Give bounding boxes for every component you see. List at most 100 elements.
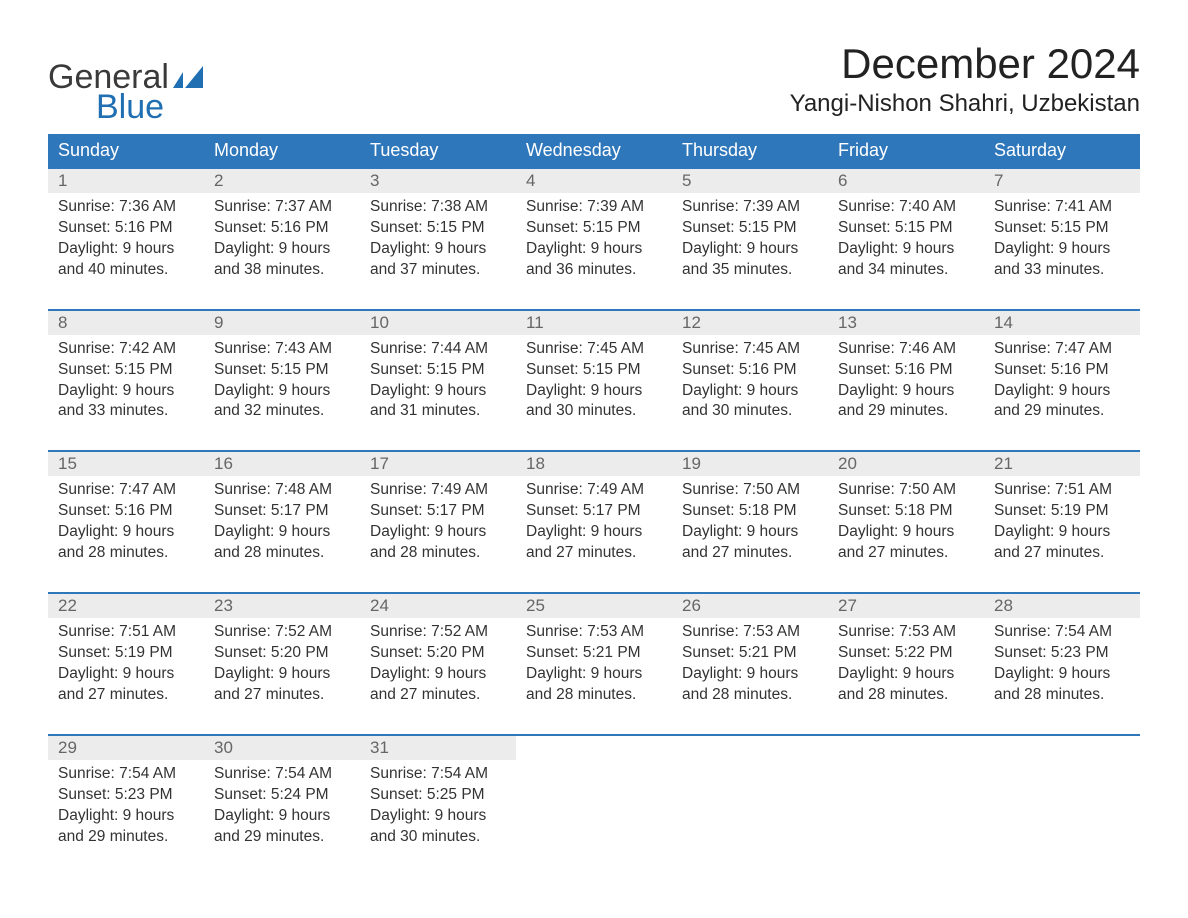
day-number: 26 (672, 593, 828, 618)
daylight-text: Daylight: 9 hours (214, 522, 350, 543)
week-2-daynums: 891011121314 (48, 310, 1140, 335)
sunrise-text: Sunrise: 7:39 AM (682, 197, 818, 218)
calendar-table: Sunday Monday Tuesday Wednesday Thursday… (48, 134, 1140, 857)
day-number: 14 (984, 310, 1140, 335)
day-number: 5 (672, 168, 828, 193)
day-number: 8 (48, 310, 204, 335)
week-4-details: Sunrise: 7:51 AMSunset: 5:19 PMDaylight:… (48, 618, 1140, 735)
daylight-text: Daylight: 9 hours (838, 239, 974, 260)
daylight-text: Daylight: 9 hours (370, 381, 506, 402)
daylight-text: Daylight: 9 hours (526, 522, 662, 543)
day-number: 23 (204, 593, 360, 618)
day-detail: Sunrise: 7:54 AMSunset: 5:25 PMDaylight:… (360, 760, 516, 858)
sunrise-text: Sunrise: 7:38 AM (370, 197, 506, 218)
day-number: 16 (204, 451, 360, 476)
daylight-text: Daylight: 9 hours (370, 664, 506, 685)
daylight-text: Daylight: 9 hours (682, 522, 818, 543)
day-number: 19 (672, 451, 828, 476)
day-detail: Sunrise: 7:52 AMSunset: 5:20 PMDaylight:… (360, 618, 516, 735)
dayhdr-wed: Wednesday (516, 134, 672, 168)
day-number: 31 (360, 735, 516, 760)
daylight-text: and 28 minutes. (526, 685, 662, 706)
day-detail: Sunrise: 7:50 AMSunset: 5:18 PMDaylight:… (672, 476, 828, 593)
daylight-text: and 37 minutes. (370, 260, 506, 281)
day-detail: Sunrise: 7:40 AMSunset: 5:15 PMDaylight:… (828, 193, 984, 310)
sunrise-text: Sunrise: 7:52 AM (370, 622, 506, 643)
sunset-text: Sunset: 5:23 PM (994, 643, 1130, 664)
daylight-text: Daylight: 9 hours (58, 664, 194, 685)
day-detail: Sunrise: 7:41 AMSunset: 5:15 PMDaylight:… (984, 193, 1140, 310)
sunrise-text: Sunrise: 7:41 AM (994, 197, 1130, 218)
location: Yangi-Nishon Shahri, Uzbekistan (790, 90, 1140, 118)
daylight-text: Daylight: 9 hours (214, 664, 350, 685)
day-detail: Sunrise: 7:37 AMSunset: 5:16 PMDaylight:… (204, 193, 360, 310)
sunset-text: Sunset: 5:15 PM (370, 360, 506, 381)
day-detail: Sunrise: 7:45 AMSunset: 5:15 PMDaylight:… (516, 335, 672, 452)
sunrise-text: Sunrise: 7:47 AM (58, 480, 194, 501)
daylight-text: and 27 minutes. (682, 543, 818, 564)
day-number: 2 (204, 168, 360, 193)
sunset-text: Sunset: 5:15 PM (994, 218, 1130, 239)
day-number: 6 (828, 168, 984, 193)
daylight-text: Daylight: 9 hours (994, 522, 1130, 543)
day-detail: Sunrise: 7:53 AMSunset: 5:21 PMDaylight:… (516, 618, 672, 735)
sunrise-text: Sunrise: 7:53 AM (838, 622, 974, 643)
day-number: 11 (516, 310, 672, 335)
day-detail: Sunrise: 7:48 AMSunset: 5:17 PMDaylight:… (204, 476, 360, 593)
sunrise-text: Sunrise: 7:52 AM (214, 622, 350, 643)
week-4-daynums: 22232425262728 (48, 593, 1140, 618)
day-detail: Sunrise: 7:51 AMSunset: 5:19 PMDaylight:… (48, 618, 204, 735)
daylight-text: and 32 minutes. (214, 401, 350, 422)
daylight-text: and 34 minutes. (838, 260, 974, 281)
sunset-text: Sunset: 5:15 PM (58, 360, 194, 381)
sunset-text: Sunset: 5:15 PM (214, 360, 350, 381)
dayhdr-sun: Sunday (48, 134, 204, 168)
day-number: 12 (672, 310, 828, 335)
sunrise-text: Sunrise: 7:48 AM (214, 480, 350, 501)
day-detail: Sunrise: 7:44 AMSunset: 5:15 PMDaylight:… (360, 335, 516, 452)
dayhdr-tue: Tuesday (360, 134, 516, 168)
daylight-text: and 29 minutes. (58, 827, 194, 848)
title-block: December 2024 Yangi-Nishon Shahri, Uzbek… (790, 40, 1140, 124)
logo-word2: Blue (96, 90, 203, 124)
daylight-text: and 36 minutes. (526, 260, 662, 281)
daylight-text: and 30 minutes. (370, 827, 506, 848)
sunrise-text: Sunrise: 7:45 AM (682, 339, 818, 360)
logo: General Blue (48, 52, 203, 124)
sunrise-text: Sunrise: 7:39 AM (526, 197, 662, 218)
flag-icon (173, 60, 203, 94)
sunset-text: Sunset: 5:19 PM (58, 643, 194, 664)
day-detail (672, 760, 828, 858)
sunset-text: Sunset: 5:16 PM (58, 218, 194, 239)
daylight-text: and 30 minutes. (682, 401, 818, 422)
daylight-text: Daylight: 9 hours (214, 381, 350, 402)
daylight-text: Daylight: 9 hours (526, 664, 662, 685)
daylight-text: Daylight: 9 hours (526, 381, 662, 402)
sunrise-text: Sunrise: 7:50 AM (682, 480, 818, 501)
day-detail: Sunrise: 7:49 AMSunset: 5:17 PMDaylight:… (516, 476, 672, 593)
sunset-text: Sunset: 5:23 PM (58, 785, 194, 806)
day-number: 18 (516, 451, 672, 476)
day-number (672, 735, 828, 760)
daylight-text: Daylight: 9 hours (58, 381, 194, 402)
daylight-text: Daylight: 9 hours (58, 522, 194, 543)
dayhdr-thu: Thursday (672, 134, 828, 168)
day-detail: Sunrise: 7:53 AMSunset: 5:21 PMDaylight:… (672, 618, 828, 735)
daylight-text: and 28 minutes. (214, 543, 350, 564)
dayhdr-fri: Friday (828, 134, 984, 168)
daylight-text: and 33 minutes. (994, 260, 1130, 281)
sunset-text: Sunset: 5:21 PM (526, 643, 662, 664)
daylight-text: Daylight: 9 hours (526, 239, 662, 260)
week-2-details: Sunrise: 7:42 AMSunset: 5:15 PMDaylight:… (48, 335, 1140, 452)
sunset-text: Sunset: 5:20 PM (214, 643, 350, 664)
sunset-text: Sunset: 5:17 PM (526, 501, 662, 522)
day-detail: Sunrise: 7:46 AMSunset: 5:16 PMDaylight:… (828, 335, 984, 452)
daylight-text: and 27 minutes. (214, 685, 350, 706)
day-number: 25 (516, 593, 672, 618)
day-number: 17 (360, 451, 516, 476)
day-detail (828, 760, 984, 858)
sunrise-text: Sunrise: 7:37 AM (214, 197, 350, 218)
day-number (984, 735, 1140, 760)
daylight-text: and 38 minutes. (214, 260, 350, 281)
daylight-text: and 40 minutes. (58, 260, 194, 281)
